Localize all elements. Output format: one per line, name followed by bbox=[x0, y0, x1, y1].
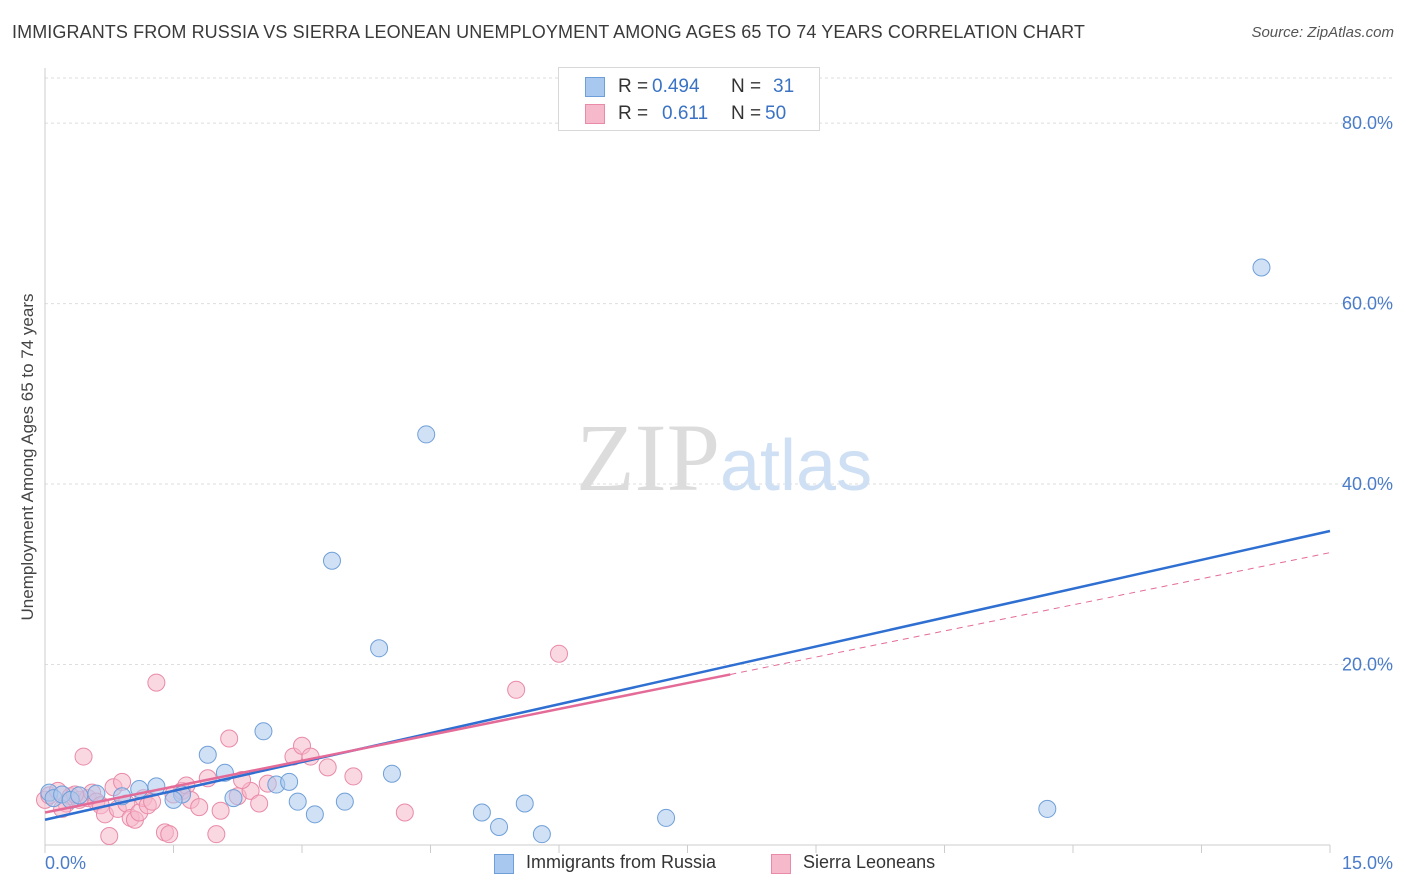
watermark-atlas: atlas bbox=[720, 426, 872, 506]
y-tick-label: 40.0% bbox=[1342, 474, 1393, 494]
n-value: 31 bbox=[773, 76, 795, 97]
sierra-leone-point bbox=[207, 825, 226, 844]
sierra-leone-point bbox=[344, 767, 363, 786]
sierra-leone-legend-swatch bbox=[771, 854, 791, 874]
sierra-leone-point bbox=[250, 794, 269, 813]
russia-point bbox=[224, 789, 243, 808]
chart-title: IMMIGRANTS FROM RUSSIA VS SIERRA LEONEAN… bbox=[12, 22, 1085, 42]
russia-point bbox=[254, 722, 273, 741]
russia-point bbox=[322, 551, 341, 570]
russia-point bbox=[382, 764, 401, 783]
sierra-leone-point bbox=[550, 644, 568, 663]
russia-point bbox=[417, 425, 436, 444]
russia-point bbox=[305, 805, 324, 824]
russia-point bbox=[515, 794, 534, 813]
russia-point bbox=[164, 790, 183, 809]
russia-point bbox=[280, 772, 299, 791]
y-tick-label: 60.0% bbox=[1342, 294, 1393, 314]
russia-point bbox=[1252, 258, 1271, 277]
y-tick-label: 20.0% bbox=[1342, 655, 1393, 675]
russia-point bbox=[335, 792, 354, 811]
correlation-legend: R = 0.494 N = 31 R = 0.611 N = 50 bbox=[558, 67, 820, 131]
russia-point bbox=[472, 803, 491, 822]
r-value: 0.494 bbox=[652, 76, 700, 97]
y-tick-label: 80.0% bbox=[1342, 113, 1393, 133]
n-label: N = bbox=[731, 76, 762, 97]
x-tick-label: 0.0% bbox=[45, 853, 86, 873]
sierra-leone-point bbox=[507, 680, 526, 699]
n-value: 50 bbox=[765, 103, 787, 124]
russia-point bbox=[87, 784, 106, 803]
sierra-leone-point bbox=[190, 798, 209, 817]
sierra-leone-legend-label: Sierra Leoneans bbox=[803, 852, 936, 872]
russia-point bbox=[288, 792, 307, 811]
sierra-leone-point bbox=[211, 801, 230, 820]
russia-legend-swatch bbox=[494, 854, 514, 874]
sierra-leone-swatch bbox=[585, 104, 605, 124]
sierra-leone-point bbox=[100, 826, 119, 845]
sierra-leone-point bbox=[160, 825, 179, 844]
russia-swatch bbox=[585, 77, 605, 97]
n-label: N = bbox=[731, 103, 762, 124]
sierra-leone-point bbox=[147, 673, 166, 692]
sierra-leone-point bbox=[74, 747, 93, 766]
r-label: R = bbox=[618, 76, 649, 97]
r-label: R = bbox=[618, 103, 649, 124]
russia-point bbox=[198, 745, 217, 764]
sierra-leone-trend-line bbox=[44, 673, 731, 814]
russia-point bbox=[532, 825, 551, 844]
sierra-leone-point bbox=[318, 758, 337, 777]
sierra-leone-point bbox=[395, 803, 414, 822]
russia-legend-label: Immigrants from Russia bbox=[526, 852, 717, 872]
russia-point bbox=[490, 817, 509, 836]
source-label: Source: ZipAtlas.com bbox=[1251, 24, 1394, 41]
russia-point bbox=[1038, 799, 1057, 818]
russia-trend-line bbox=[44, 529, 1331, 821]
sierra-leone-point bbox=[220, 729, 239, 748]
russia-point bbox=[370, 639, 389, 658]
watermark-zip: ZIP bbox=[576, 404, 720, 511]
x-tick-label: 15.0% bbox=[1342, 853, 1393, 873]
russia-point bbox=[70, 786, 89, 805]
r-value: 0.611 bbox=[662, 103, 709, 124]
sierra-leone-trend-extension bbox=[730, 552, 1331, 675]
russia-point bbox=[657, 808, 676, 827]
